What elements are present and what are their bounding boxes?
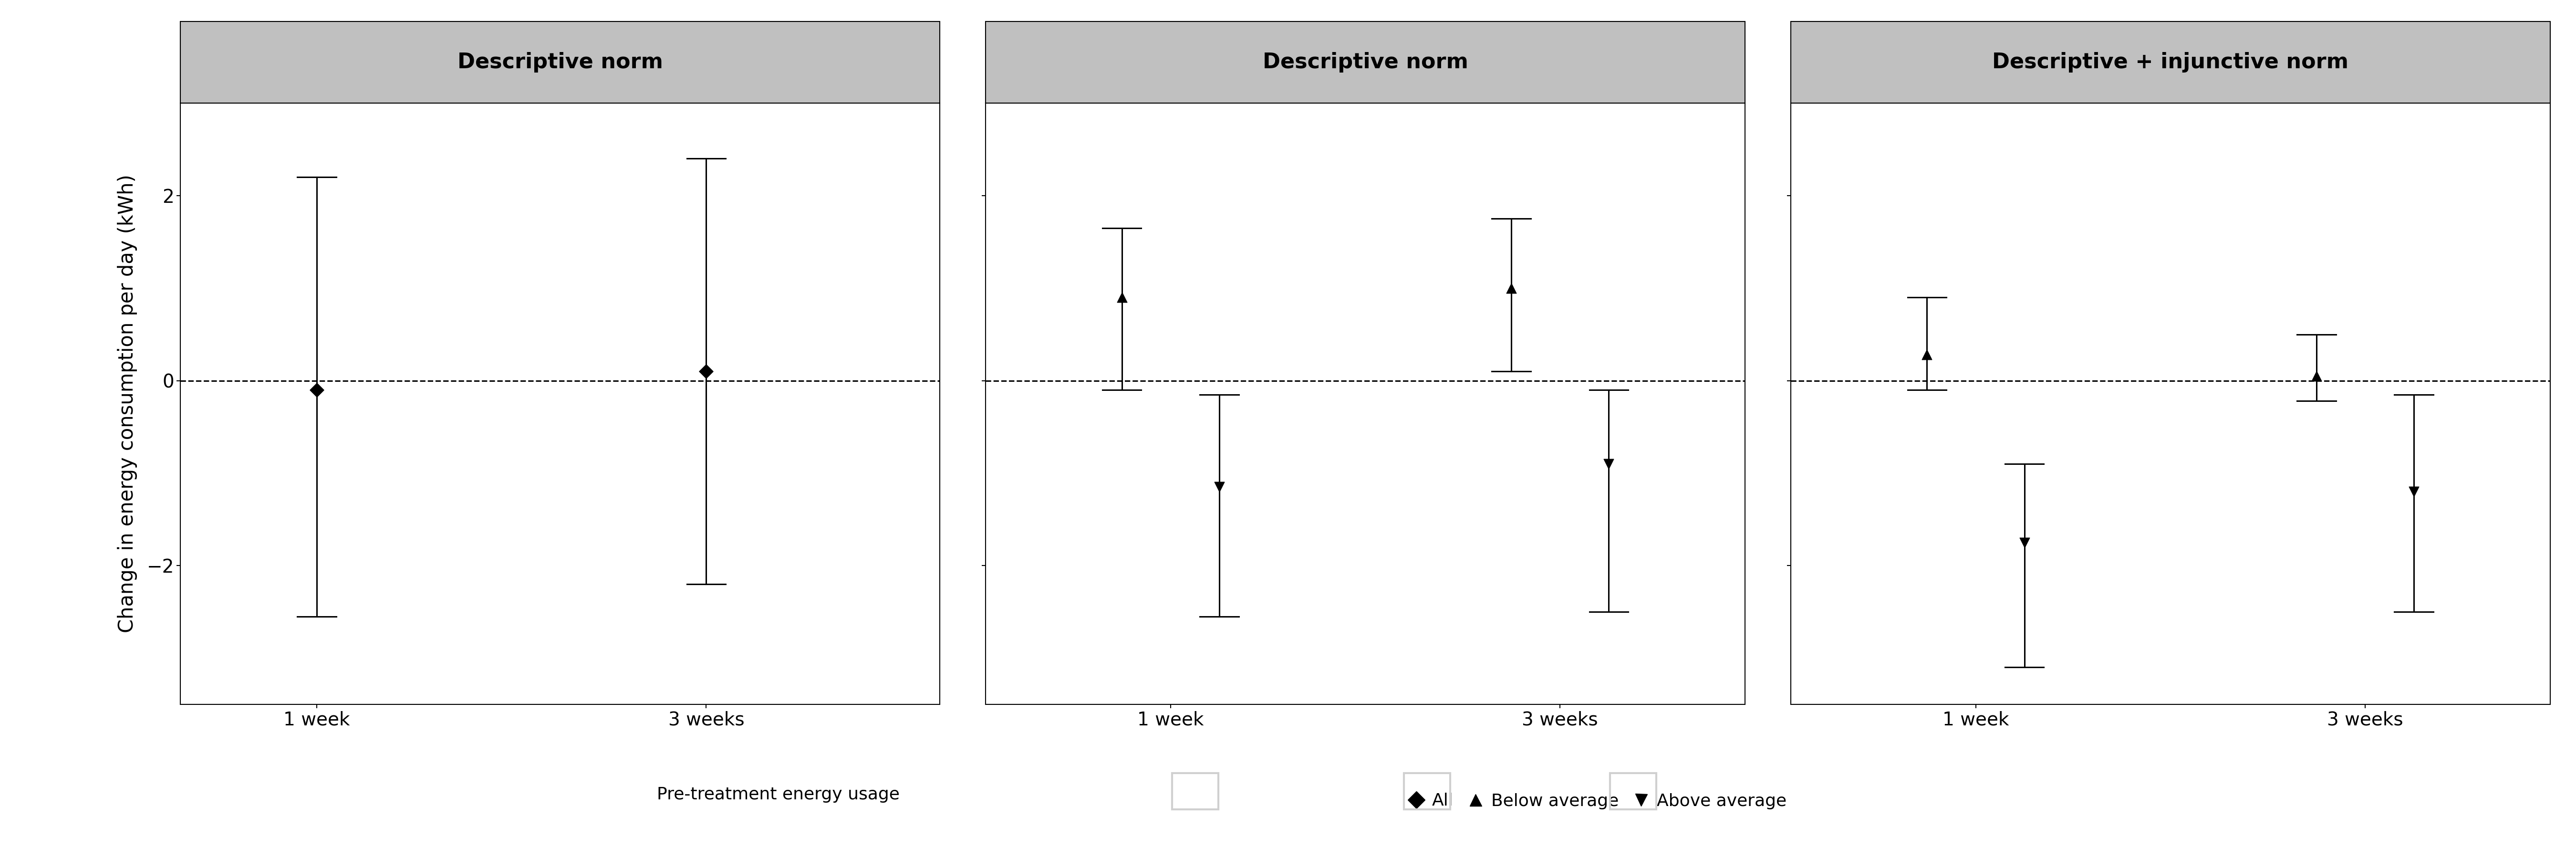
Text: Descriptive norm: Descriptive norm [459, 52, 662, 72]
Point [1100, 290, 1141, 304]
Point [2004, 536, 2045, 550]
Point [685, 364, 726, 378]
Point [1589, 457, 1631, 471]
Point [1906, 348, 1947, 362]
Point [1198, 480, 1239, 494]
Point [2393, 484, 2434, 498]
Text: Descriptive norm: Descriptive norm [1262, 52, 1468, 72]
Text: Pre-treatment energy usage: Pre-treatment energy usage [657, 787, 899, 802]
Point [1492, 281, 1533, 295]
Legend: All, Below average, Above average: All, Below average, Above average [1401, 786, 1793, 816]
Point [296, 383, 337, 397]
Y-axis label: Change in energy consumption per day (kWh): Change in energy consumption per day (kW… [118, 174, 137, 633]
Text: Descriptive + injunctive norm: Descriptive + injunctive norm [1991, 52, 2349, 72]
Point [2295, 369, 2336, 383]
